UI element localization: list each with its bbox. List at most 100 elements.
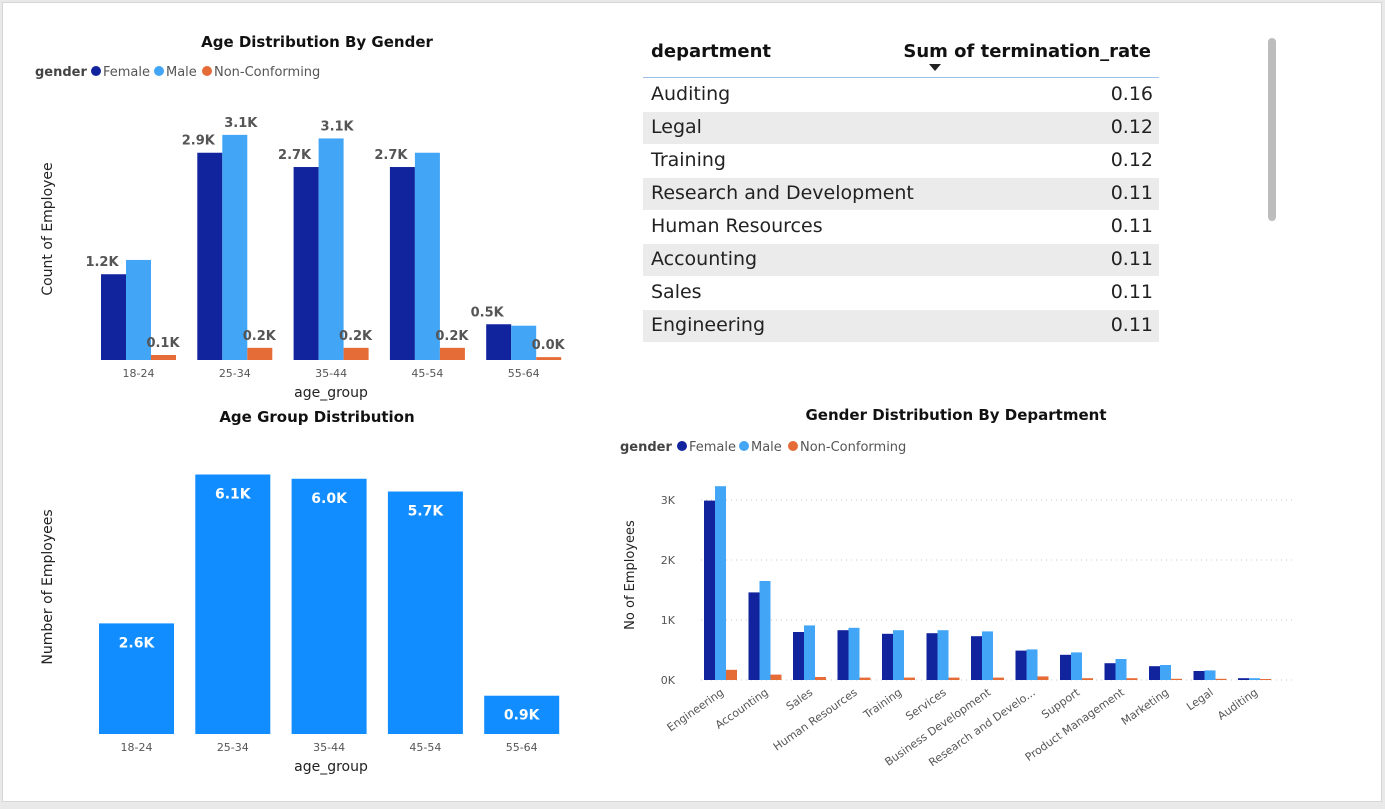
bar-male[interactable] (848, 627, 860, 680)
column-header-termination-rate[interactable]: Sum of termination_rate (903, 41, 1151, 62)
x-tick-label: 55-64 (508, 367, 540, 380)
bar-55-64[interactable] (484, 695, 560, 734)
age-gender-chart[interactable]: Age Distribution By Gender gender Female… (3, 3, 603, 403)
table-scrollbar[interactable] (1268, 38, 1276, 221)
table-row[interactable]: Auditing 0.16 (643, 79, 1159, 112)
table-row[interactable]: Accounting 0.11 (643, 244, 1159, 277)
bar-male[interactable] (1026, 649, 1038, 680)
bar-female-45-54[interactable] (389, 167, 415, 360)
bar-male[interactable] (982, 631, 993, 680)
legend-female-marker (91, 66, 101, 76)
bar-35-44[interactable] (291, 478, 367, 734)
bar-female-55-64[interactable] (486, 324, 512, 360)
bar-male-45-54[interactable] (414, 152, 440, 360)
table-row[interactable]: Sales 0.11 (643, 277, 1159, 310)
legend-nonconforming-marker (788, 441, 798, 451)
legend-nonconforming-marker (202, 66, 212, 76)
legend-female-label: Female (689, 440, 736, 455)
bar-male[interactable] (893, 630, 904, 680)
bar-male[interactable] (759, 581, 771, 680)
bar-male-55-64[interactable] (511, 325, 537, 360)
bar-non-conforming[interactable] (815, 677, 826, 680)
bar-female[interactable] (704, 500, 715, 680)
x-axis-title: age_group (294, 385, 368, 401)
table-row[interactable]: Research and Development 0.11 (643, 178, 1159, 211)
bar-male-35-44[interactable] (318, 138, 344, 360)
bar-male-25-34[interactable] (222, 134, 248, 360)
bar-male[interactable] (804, 625, 815, 680)
bar-male[interactable] (715, 486, 726, 680)
bar-non-conforming[interactable] (1171, 678, 1182, 680)
bar-female[interactable] (793, 632, 804, 680)
bar-non-conforming[interactable] (859, 677, 871, 680)
bar-non-conforming[interactable] (948, 677, 960, 680)
bar-non-conforming[interactable] (770, 674, 782, 680)
bar-female[interactable] (926, 633, 938, 680)
bar-male[interactable] (1204, 670, 1216, 680)
bar-non-conforming[interactable] (1037, 676, 1049, 680)
table-row[interactable]: Human Resources 0.11 (643, 211, 1159, 244)
column-header-department[interactable]: department (651, 41, 771, 62)
bar-non-conforming[interactable] (1215, 678, 1227, 680)
age-group-chart[interactable]: Age Group Distribution Number of Employe… (3, 403, 603, 801)
bar-female[interactable] (971, 636, 982, 680)
cell-termination-rate: 0.16 (1110, 83, 1153, 105)
x-axis-title: age_group (294, 759, 368, 775)
bar-female[interactable] (1015, 650, 1027, 680)
bar-female[interactable] (1149, 666, 1160, 680)
legend[interactable]: gender Female Male Non-Conforming (35, 65, 320, 80)
bar-female[interactable] (748, 592, 760, 680)
bar-male[interactable] (1115, 659, 1127, 680)
bar-non-conforming[interactable] (1126, 678, 1138, 680)
x-tick-label: 25-34 (219, 367, 251, 380)
bar-male[interactable] (1071, 652, 1082, 680)
table-row[interactable]: Engineering 0.11 (643, 310, 1159, 343)
bar-non-conforming[interactable] (993, 677, 1004, 680)
department-gender-chart[interactable]: Gender Distribution By Department gender… (603, 398, 1381, 801)
bar-non-conforming-18-24[interactable] (151, 354, 176, 360)
bar-non-conforming[interactable] (904, 677, 915, 680)
bar-female[interactable] (1238, 678, 1249, 680)
bar-non-conforming-25-34[interactable] (247, 347, 273, 360)
bar-25-34[interactable] (195, 474, 271, 734)
legend-female-marker (677, 441, 687, 451)
legend-female-label: Female (103, 65, 150, 80)
termination-rate-table[interactable]: department Sum of termination_rate Audit… (643, 33, 1159, 345)
bar-female[interactable] (1193, 671, 1205, 680)
bar-non-conforming-35-44[interactable] (343, 347, 369, 360)
bar-non-conforming[interactable] (726, 669, 737, 680)
chart-title: Age Group Distribution (219, 408, 414, 426)
x-tick-label: Auditing (1215, 686, 1260, 723)
bar-male-18-24[interactable] (126, 259, 151, 360)
bar-18-24[interactable] (99, 623, 174, 734)
bar-male[interactable] (937, 630, 949, 680)
legend-title: gender (620, 440, 673, 455)
table-header-row: department Sum of termination_rate (643, 33, 1159, 78)
legend[interactable]: gender Female Male Non-Conforming (620, 440, 906, 455)
bar-non-conforming-55-64[interactable] (536, 357, 562, 360)
department-gender-chart-svg: Gender Distribution By Department gender… (620, 406, 1293, 769)
cell-department: Auditing (651, 83, 731, 105)
legend-title: gender (35, 65, 88, 80)
cell-termination-rate: 0.12 (1110, 116, 1153, 138)
bar-female-35-44[interactable] (293, 167, 319, 360)
age-gender-chart-svg: Age Distribution By Gender gender Female… (35, 33, 566, 401)
bar-female-25-34[interactable] (197, 152, 223, 360)
x-tick-label: Marketing (1119, 686, 1171, 728)
bar-female[interactable] (837, 630, 849, 680)
cell-termination-rate: 0.12 (1110, 149, 1153, 171)
bar-female-18-24[interactable] (101, 274, 126, 360)
bar-female[interactable] (1060, 654, 1071, 680)
bar-female[interactable] (1104, 663, 1116, 680)
y-axis-title: Number of Employees (40, 509, 56, 664)
bar-male[interactable] (1160, 665, 1171, 680)
table-row[interactable]: Training 0.12 (643, 145, 1159, 178)
bar-45-54[interactable] (387, 491, 463, 734)
sort-descending-icon[interactable] (929, 64, 941, 71)
bar-non-conforming[interactable] (1260, 679, 1271, 680)
bar-non-conforming-45-54[interactable] (439, 347, 465, 360)
bar-female[interactable] (882, 633, 893, 680)
bar-non-conforming[interactable] (1082, 678, 1093, 680)
bar-male[interactable] (1249, 678, 1260, 680)
table-row[interactable]: Legal 0.12 (643, 112, 1159, 145)
